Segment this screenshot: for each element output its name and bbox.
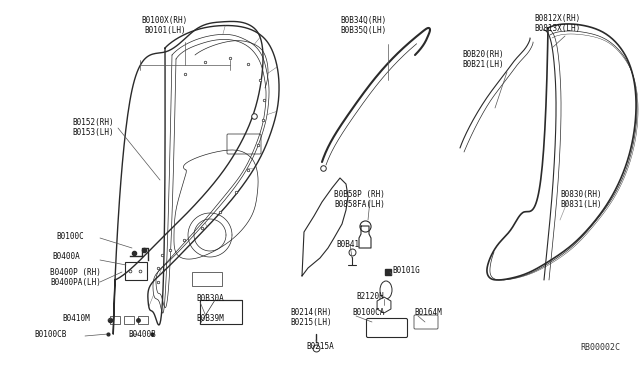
Bar <box>110 316 120 324</box>
Text: B0215A: B0215A <box>306 342 333 351</box>
Text: B0100CA: B0100CA <box>352 308 385 317</box>
Bar <box>125 262 147 280</box>
Text: B0B30A: B0B30A <box>196 294 224 303</box>
Text: B0100CB: B0100CB <box>34 330 67 339</box>
Text: B0400A: B0400A <box>52 252 80 261</box>
Text: B0164M: B0164M <box>414 308 442 317</box>
Text: RB00002C: RB00002C <box>580 343 620 352</box>
Text: B0152(RH)
B0153(LH): B0152(RH) B0153(LH) <box>72 118 114 137</box>
Text: B0400B: B0400B <box>128 330 156 339</box>
Text: B0B34Q(RH)
B0B35Q(LH): B0B34Q(RH) B0B35Q(LH) <box>340 16 387 35</box>
Text: B0100C: B0100C <box>56 232 84 241</box>
Bar <box>138 316 148 324</box>
Text: B0410M: B0410M <box>62 314 90 323</box>
Text: B0101G: B0101G <box>392 266 420 275</box>
Bar <box>200 300 242 324</box>
Text: B0400P (RH)
B0400PA(LH): B0400P (RH) B0400PA(LH) <box>50 268 101 288</box>
Text: B0B58P (RH)
B0858FA(LH): B0B58P (RH) B0858FA(LH) <box>334 190 385 209</box>
Text: B2120H: B2120H <box>356 292 384 301</box>
Text: B0B41: B0B41 <box>336 240 359 249</box>
Text: B0B20(RH)
B0B21(LH): B0B20(RH) B0B21(LH) <box>462 50 504 70</box>
Text: B0B39M: B0B39M <box>196 314 224 323</box>
FancyBboxPatch shape <box>414 315 438 329</box>
Bar <box>124 316 134 324</box>
Text: B0830(RH)
B0831(LH): B0830(RH) B0831(LH) <box>560 190 602 209</box>
Text: B0100X(RH)
B0101(LH): B0100X(RH) B0101(LH) <box>142 16 188 35</box>
FancyBboxPatch shape <box>367 318 408 337</box>
Bar <box>192 272 222 286</box>
Text: B0812X(RH)
B0813X(LH): B0812X(RH) B0813X(LH) <box>534 14 580 33</box>
Ellipse shape <box>380 281 392 299</box>
Text: B0214(RH)
B0215(LH): B0214(RH) B0215(LH) <box>290 308 332 327</box>
